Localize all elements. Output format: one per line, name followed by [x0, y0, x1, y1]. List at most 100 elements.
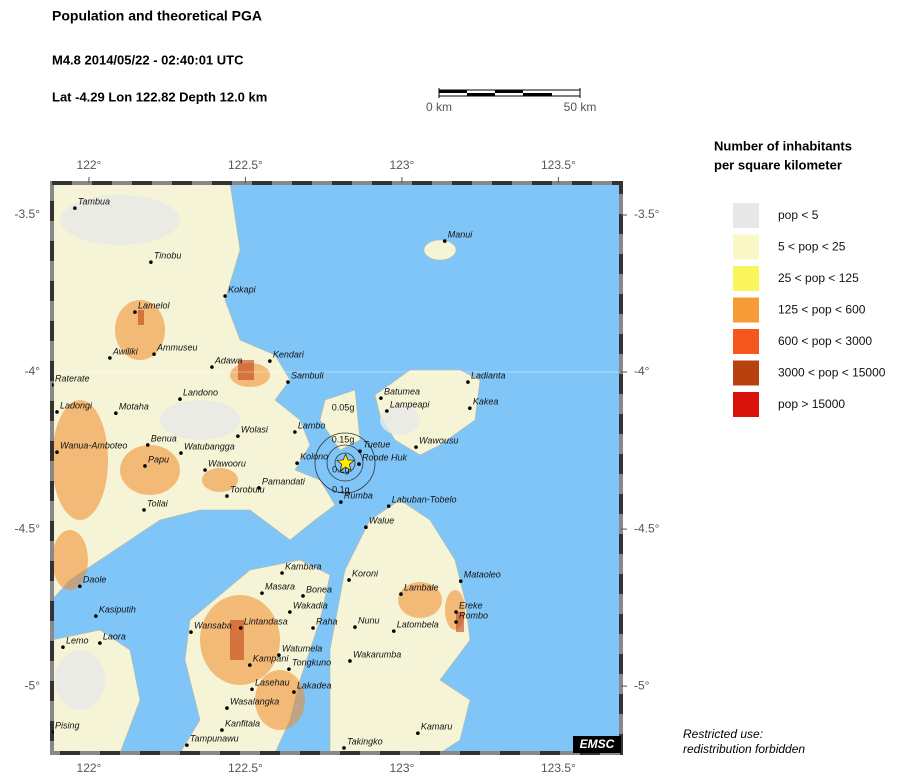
place-label: Labuban-Tobelo: [392, 495, 457, 505]
place-label: Lemo: [66, 636, 89, 646]
place-label: Lambale: [404, 582, 439, 592]
place-dot: [143, 464, 147, 468]
lat-tick-label: -3.5°: [634, 207, 660, 221]
lat-tick-label: -3.5°: [15, 207, 41, 221]
place-dot: [248, 663, 252, 667]
place-label: Wakadia: [293, 600, 328, 610]
location-info: Lat -4.29 Lon 122.82 Depth 12.0 km: [52, 89, 267, 104]
pga-label: 0.05g: [332, 403, 355, 413]
place-label: Watubangga: [184, 441, 235, 451]
place-dot: [257, 486, 261, 490]
place-dot: [379, 396, 383, 400]
notice: redistribution forbidden: [683, 742, 805, 756]
place-label: Kokapi: [228, 284, 257, 294]
place-dot: [178, 397, 182, 401]
place-label: Kakea: [473, 397, 499, 407]
place-label: Watumela: [282, 643, 322, 653]
place-dot: [287, 667, 291, 671]
place-label: Lakadea: [297, 680, 332, 690]
place-dot: [268, 359, 272, 363]
place-dot: [142, 508, 146, 512]
place-dot: [108, 356, 112, 360]
legend-label: 5 < pop < 25: [778, 240, 846, 254]
lat-tick-label: -4.5°: [634, 521, 660, 535]
place-dot: [347, 578, 351, 582]
place-label: Wolasi: [241, 424, 269, 434]
place-dot: [152, 352, 156, 356]
place-label: Torobulu: [230, 484, 265, 494]
place-dot: [98, 641, 102, 645]
logo-box: [573, 736, 621, 753]
place-label: Ammuseu: [156, 343, 198, 353]
place-label: Kolono: [300, 452, 328, 462]
place-label: Motaha: [119, 402, 149, 412]
place-label: Kampani: [253, 653, 290, 663]
place-dot: [179, 451, 183, 455]
place-dot: [149, 260, 153, 264]
lat-tick-label: -4°: [25, 364, 41, 378]
place-dot: [185, 743, 189, 747]
place-dot: [225, 706, 229, 710]
lat-tick-label: -4.5°: [15, 521, 41, 535]
legend-label: pop < 5: [778, 208, 819, 222]
place-label: Landono: [183, 387, 218, 397]
place-dot: [52, 383, 54, 387]
place-label: Papu: [148, 454, 169, 464]
map-overlay: Tambua Tinobu Lamelol Kokapi Awiliki Ammuseu A…: [52, 196, 506, 750]
place-label: Wakarumba: [353, 649, 401, 659]
legend-label: 600 < pop < 3000: [778, 334, 872, 348]
legend-label: 125 < pop < 600: [778, 303, 866, 317]
place-label: Ladianta: [471, 370, 506, 380]
legend-swatch: [733, 297, 759, 323]
place-dot: [339, 500, 343, 504]
scale-label: 0 km: [426, 100, 452, 114]
place-label: Lintandasa: [244, 616, 288, 626]
place-dot: [189, 630, 193, 634]
place-dot: [348, 659, 352, 663]
place-label: Lamelol: [138, 300, 171, 310]
place-label: Tongkuno: [292, 658, 331, 668]
place-dot: [223, 294, 227, 298]
place-label: Lambo: [298, 420, 326, 430]
place-dot: [236, 434, 240, 438]
place-label: Batumea: [384, 386, 420, 396]
place-dot: [133, 310, 137, 314]
place-dot: [295, 461, 299, 465]
place-dot: [385, 409, 389, 413]
lat-tick-label: -4°: [634, 364, 650, 378]
place-label: Rumba: [344, 490, 373, 500]
place-dot: [386, 504, 391, 508]
legend-swatch: [733, 266, 759, 291]
legend-swatch: [733, 234, 759, 260]
lon-tick-label: 123.5°: [541, 761, 576, 775]
lon-tick-label: 123.5°: [541, 158, 576, 172]
place-dot: [458, 579, 463, 584]
notice: Restricted use:: [683, 727, 763, 741]
lon-tick-label: 122°: [77, 761, 102, 775]
place-label: Tambua: [78, 196, 110, 206]
place-label: Tampunawu: [190, 734, 239, 744]
place-label: Masara: [265, 582, 295, 592]
legend-title: per square kilometer: [714, 157, 842, 172]
place-label: Koroni: [352, 568, 379, 578]
place-label: Awiliki: [112, 346, 139, 356]
place-dot: [301, 594, 305, 598]
place-label: Ereke: [459, 600, 483, 610]
place-label: Roode Huk: [362, 452, 408, 462]
scale-bar: [438, 88, 581, 98]
place-label: Ladongi: [60, 400, 93, 410]
place-dot: [364, 525, 368, 529]
place-label: Wasalangka: [230, 696, 279, 706]
place-dot: [414, 445, 418, 449]
place-label: Takingko: [347, 736, 383, 746]
place-dot: [52, 730, 54, 734]
place-label: Benua: [151, 433, 177, 443]
place-dot: [78, 584, 82, 589]
lon-tick-label: 122.5°: [228, 761, 263, 775]
logo: EMSC: [580, 737, 615, 751]
lon-tick-label: 122°: [77, 158, 102, 172]
place-dot: [468, 406, 472, 410]
place-dot: [145, 443, 150, 447]
place-dot: [55, 450, 59, 454]
